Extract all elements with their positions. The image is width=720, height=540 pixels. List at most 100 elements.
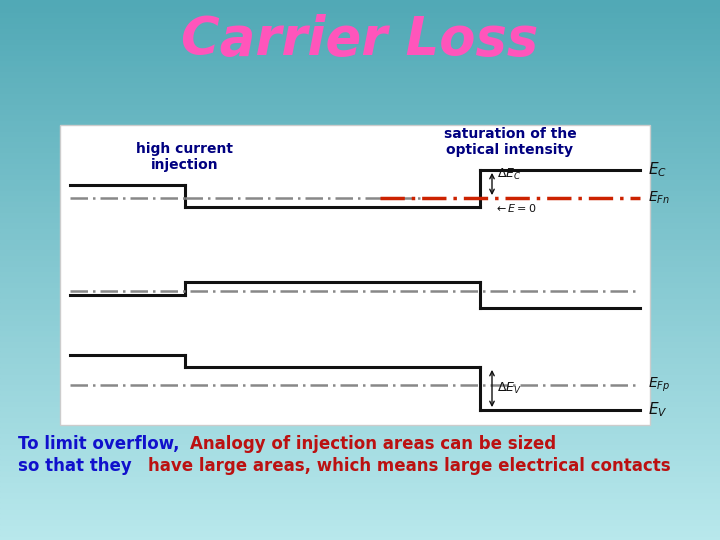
Bar <box>0 297 720 302</box>
Text: saturation of the
optical intensity: saturation of the optical intensity <box>444 127 577 157</box>
Bar <box>0 410 720 416</box>
Bar <box>0 475 720 481</box>
Bar <box>0 54 720 59</box>
Bar <box>0 113 720 119</box>
Bar <box>0 151 720 157</box>
Bar <box>0 265 720 270</box>
Bar <box>0 486 720 491</box>
Text: To limit overflow,: To limit overflow, <box>18 435 179 453</box>
Bar <box>0 529 720 535</box>
Bar <box>0 194 720 200</box>
Bar <box>0 92 720 97</box>
Bar <box>0 356 720 362</box>
Bar <box>0 205 720 211</box>
Bar <box>0 518 720 524</box>
Bar <box>0 5 720 11</box>
Bar <box>0 389 720 394</box>
Bar <box>0 27 720 32</box>
Bar <box>0 292 720 297</box>
Bar <box>0 421 720 427</box>
Bar <box>0 254 720 259</box>
Bar <box>0 346 720 351</box>
Bar <box>0 524 720 529</box>
Bar <box>0 238 720 243</box>
Bar <box>0 340 720 346</box>
Bar <box>0 308 720 313</box>
Bar <box>0 286 720 292</box>
Bar <box>0 491 720 497</box>
Text: Carrier Loss: Carrier Loss <box>181 14 539 66</box>
Bar <box>0 470 720 475</box>
Bar <box>0 302 720 308</box>
Bar <box>0 378 720 383</box>
Bar <box>0 535 720 540</box>
Bar <box>0 81 720 86</box>
Bar <box>0 167 720 173</box>
Bar <box>0 513 720 518</box>
Text: $E_V$: $E_V$ <box>648 401 667 420</box>
Bar <box>0 70 720 76</box>
Bar <box>0 59 720 65</box>
Bar <box>0 119 720 124</box>
Text: high current
injection: high current injection <box>137 142 233 172</box>
Bar <box>0 140 720 146</box>
Text: so that they: so that they <box>18 457 132 475</box>
Bar <box>0 248 720 254</box>
Bar <box>0 394 720 400</box>
Bar <box>0 38 720 43</box>
Bar <box>0 362 720 367</box>
Bar <box>0 497 720 502</box>
Bar <box>0 281 720 286</box>
Bar <box>0 448 720 454</box>
Bar <box>0 0 720 5</box>
Bar <box>0 508 720 513</box>
Bar <box>0 437 720 443</box>
Bar <box>60 125 650 425</box>
Bar <box>0 157 720 162</box>
Bar <box>0 319 720 324</box>
Bar <box>0 108 720 113</box>
Bar <box>0 502 720 508</box>
Bar <box>0 130 720 135</box>
Bar <box>0 383 720 389</box>
Bar <box>0 373 720 378</box>
Bar <box>0 259 720 265</box>
Text: Analogy of injection areas can be sized: Analogy of injection areas can be sized <box>190 435 556 453</box>
Bar <box>0 464 720 470</box>
Bar <box>0 135 720 140</box>
Bar <box>0 124 720 130</box>
Bar <box>0 76 720 81</box>
Bar <box>0 427 720 432</box>
Bar <box>0 454 720 459</box>
Bar <box>0 211 720 216</box>
Bar <box>0 227 720 232</box>
Bar <box>0 189 720 194</box>
Bar <box>0 32 720 38</box>
Text: $\Delta E_C$: $\Delta E_C$ <box>497 167 521 182</box>
Bar <box>0 43 720 49</box>
Bar <box>0 329 720 335</box>
Text: $E_{Fn}$: $E_{Fn}$ <box>648 190 670 206</box>
Bar <box>0 335 720 340</box>
Bar <box>0 221 720 227</box>
Bar <box>0 146 720 151</box>
Bar <box>0 243 720 248</box>
Bar <box>0 443 720 448</box>
Bar <box>0 459 720 464</box>
Bar <box>0 400 720 405</box>
Text: $\leftarrow E=0$: $\leftarrow E=0$ <box>494 202 536 214</box>
Bar <box>0 86 720 92</box>
Bar <box>0 481 720 486</box>
Bar <box>0 97 720 103</box>
Bar <box>0 351 720 356</box>
Bar <box>0 405 720 410</box>
Text: $E_{Fp}$: $E_{Fp}$ <box>648 376 670 394</box>
Bar <box>0 367 720 373</box>
Bar <box>0 232 720 238</box>
Bar <box>0 11 720 16</box>
Bar <box>0 216 720 221</box>
Bar <box>0 432 720 437</box>
Text: $E_C$: $E_C$ <box>648 160 667 179</box>
Bar <box>0 324 720 329</box>
Bar <box>0 416 720 421</box>
